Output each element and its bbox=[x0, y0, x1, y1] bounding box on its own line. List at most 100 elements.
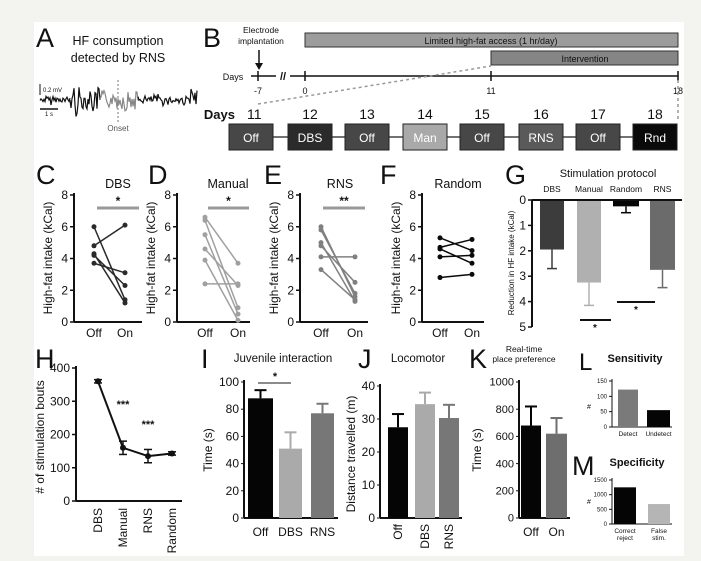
y-tick-label: 4 bbox=[164, 252, 171, 266]
y-tick-label: 5 bbox=[519, 320, 526, 334]
category-label: DBS bbox=[543, 184, 561, 194]
schedule-box-off bbox=[228, 123, 274, 151]
subject-line bbox=[320, 245, 356, 283]
x-tick-label-line-1: Correct bbox=[614, 528, 636, 535]
subject-line bbox=[204, 220, 239, 308]
subject-line bbox=[320, 229, 356, 294]
panel-label-c: C bbox=[36, 160, 56, 190]
y-tick-label: 80 bbox=[226, 402, 240, 416]
x-tick-label: DBS bbox=[91, 508, 105, 533]
y-tick-label: 500 bbox=[597, 507, 608, 513]
schedule-box-off bbox=[575, 123, 621, 151]
y-tick-label: 2 bbox=[409, 283, 416, 297]
schedule-box-man bbox=[402, 123, 448, 151]
schedule-condition-label: Off bbox=[474, 131, 490, 145]
timeline-days-label: Days bbox=[223, 72, 244, 82]
schedule-day-number: 18 bbox=[647, 106, 663, 122]
data-point-on bbox=[352, 279, 358, 285]
panel-label-f: F bbox=[380, 160, 397, 190]
y-tick-label: 100 bbox=[50, 461, 70, 475]
y-axis-label-d: High-fat intake (kCal) bbox=[144, 202, 158, 315]
data-point-off bbox=[318, 267, 324, 273]
data-point-on bbox=[469, 271, 475, 277]
y-tick-label: 0 bbox=[604, 425, 608, 431]
data-point-on bbox=[469, 236, 475, 242]
panel-label-k: K bbox=[469, 344, 487, 374]
y-tick-label: 4 bbox=[519, 295, 526, 309]
subject-line bbox=[93, 253, 126, 304]
data-point-off bbox=[91, 224, 97, 230]
subject-line bbox=[439, 238, 473, 249]
bar-manual bbox=[577, 200, 601, 283]
y-tick-label: 40 bbox=[362, 379, 376, 393]
data-point bbox=[145, 453, 151, 460]
y-tick-label: 4 bbox=[409, 252, 416, 266]
data-point-off bbox=[202, 246, 208, 252]
data-point-off bbox=[91, 243, 97, 249]
timeline-break-gap bbox=[276, 70, 290, 82]
schedule-day-number: 11 bbox=[247, 106, 262, 122]
y-tick-label: 60 bbox=[226, 429, 240, 443]
panel-k-title-line: Real-time bbox=[506, 344, 543, 354]
data-point-on bbox=[235, 305, 241, 311]
x-tick-label: Off bbox=[432, 326, 448, 340]
timeline-break-mark: // bbox=[280, 71, 286, 83]
panel-label-m: M bbox=[572, 451, 595, 481]
schedule-day-number: 14 bbox=[417, 106, 433, 122]
intervention-label: Intervention bbox=[561, 54, 608, 64]
timeline-tick-label: 11 bbox=[486, 86, 495, 96]
data-point-on bbox=[122, 270, 128, 276]
subject-line bbox=[320, 269, 356, 301]
schedule-condition-label: Off bbox=[359, 131, 375, 145]
data-point-on bbox=[235, 281, 241, 287]
subject-line bbox=[439, 237, 473, 252]
eeg-trace-pre-onset bbox=[69, 86, 101, 117]
y-tick-label: 0 bbox=[508, 513, 514, 525]
x-tick-label: On bbox=[230, 326, 246, 340]
significance-marker: ** bbox=[339, 194, 349, 208]
x-tick-label: Off bbox=[523, 525, 539, 539]
x-tick-label: Off bbox=[313, 326, 329, 340]
voltage-scale-label: 0.2 mV bbox=[43, 88, 62, 94]
subject-line bbox=[204, 248, 239, 286]
subject-line bbox=[93, 254, 126, 287]
data-point-on bbox=[469, 260, 475, 266]
panel-k-title-line: place preference bbox=[492, 354, 556, 364]
category-label: RNS bbox=[654, 184, 672, 194]
x-tick-label: Off bbox=[197, 326, 213, 340]
y-axis-label-k: Time (s) bbox=[470, 428, 484, 472]
y-axis-label-m: # bbox=[587, 499, 591, 506]
y-tick-label: 800 bbox=[496, 404, 514, 416]
data-point bbox=[95, 378, 101, 385]
x-tick-label: Off bbox=[253, 525, 269, 539]
data-point-on bbox=[235, 260, 241, 266]
data-point-off bbox=[318, 243, 324, 249]
data-point-off bbox=[437, 246, 443, 252]
stimulation-bouts-line bbox=[97, 380, 173, 458]
x-tick-label: DBS bbox=[278, 525, 303, 539]
panel-e-title: RNS bbox=[327, 177, 353, 191]
subject-line bbox=[93, 262, 126, 274]
y-tick-label: 2 bbox=[61, 283, 68, 297]
y-axis-label-g: Reduction in HF intake (kCal) bbox=[507, 210, 516, 315]
data-point-off bbox=[202, 217, 208, 223]
x-tick-label: RNS bbox=[141, 508, 155, 533]
y-tick-label: 100 bbox=[597, 394, 608, 400]
electrode-arrow-head-icon bbox=[255, 63, 263, 70]
eeg-trace-detected bbox=[99, 88, 139, 112]
significance-marker: * bbox=[226, 194, 231, 208]
y-tick-label: 1000 bbox=[594, 493, 608, 499]
schedule-box-dbs bbox=[287, 123, 333, 151]
panel-label-a: A bbox=[36, 23, 54, 53]
y-tick-label: 2 bbox=[519, 244, 526, 258]
x-tick-label: On bbox=[117, 326, 133, 340]
significance-marker: *** bbox=[142, 419, 156, 431]
y-axis-label-h: # of stimulation bouts bbox=[33, 380, 47, 493]
data-point bbox=[120, 444, 126, 451]
subject-line bbox=[204, 259, 239, 321]
schedule-box-rns bbox=[518, 123, 564, 151]
data-point-on bbox=[235, 311, 241, 317]
y-tick-label: 6 bbox=[409, 220, 416, 234]
y-tick-label: 200 bbox=[50, 428, 70, 442]
electrode-label-line-1: Electrode bbox=[243, 25, 279, 35]
